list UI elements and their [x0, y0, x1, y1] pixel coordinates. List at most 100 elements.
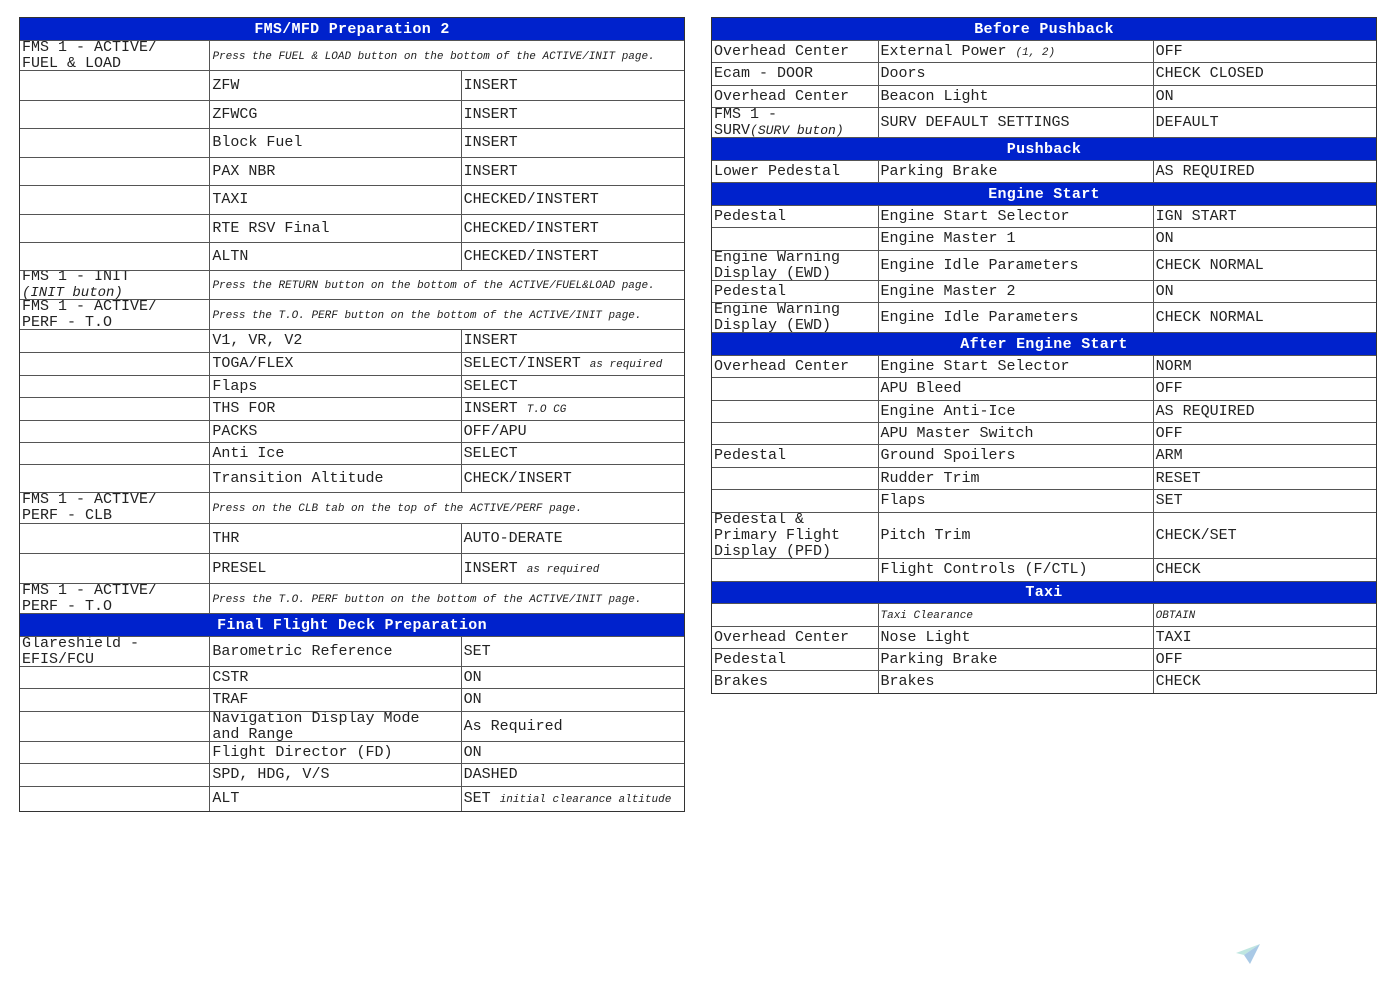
cell-label: CHECK/INSERT	[463, 469, 572, 487]
cell-text: Brakes	[714, 674, 768, 690]
cell-text: Overhead Center	[714, 87, 850, 105]
checklist-row: THR AUTO-DERATE	[20, 524, 684, 554]
action-cell: CHECK/SET	[1154, 513, 1376, 558]
cell-text: FMS 1 - ACTIVE/ PERF - T.O	[22, 584, 157, 613]
action-cell: CHECK NORMAL	[1154, 303, 1376, 332]
item-cell: Parking Brake	[879, 161, 1154, 182]
item-cell: Brakes	[879, 671, 1154, 693]
item-cell: Engine Anti-Ice	[879, 401, 1154, 422]
item-cell: Beacon Light	[879, 86, 1154, 107]
cell-label: Brakes	[880, 673, 935, 690]
cell-label: FMS 1 - INIT	[22, 271, 131, 285]
section-header: Taxi	[712, 582, 1376, 604]
action-cell: CHECK/INSERT	[462, 465, 684, 492]
item-cell: Flaps	[210, 376, 462, 397]
checklist-row: Brakes Brakes CHECK	[712, 671, 1376, 693]
action-cell: INSERT	[462, 330, 684, 352]
item-cell: Ground Spoilers	[879, 445, 1154, 467]
item-cell: Press the T.O. PERF button on the bottom…	[210, 584, 684, 613]
item-cell: Engine Start Selector	[879, 356, 1154, 377]
action-cell: INSERT	[462, 71, 684, 100]
cell-label: APU Master Switch	[880, 424, 1034, 442]
cell-text: CHECK/INSERT	[463, 469, 572, 487]
checklist-row: Overhead Center Engine Start Selector NORM	[712, 356, 1376, 378]
action-cell: INSERT	[462, 129, 684, 157]
location-cell: FMS 1 - ACTIVE/ PERF - T.O	[20, 584, 211, 613]
cell-label: INSERT	[463, 76, 518, 94]
cell-label: Overhead Center	[714, 87, 850, 105]
cell-text: Parking Brake	[880, 650, 998, 668]
fms-mfd-preparation-table: FMS/MFD Preparation 2 FMS 1 - ACTIVE/ FUE…	[19, 17, 685, 812]
checklist-row: FMS 1 - ACTIVE/ FUEL & LOAD Press the FUE…	[20, 41, 684, 71]
item-cell: APU Master Switch	[879, 423, 1154, 444]
cell-text: Pitch Trim	[881, 527, 971, 544]
cell-text: Press the T.O. PERF button on the bottom…	[212, 307, 641, 323]
cell-text: OFF	[1156, 43, 1183, 60]
cell-text: Anti Ice	[212, 445, 284, 462]
action-cell: SELECT	[462, 376, 684, 397]
action-cell: As Required	[462, 712, 684, 741]
cell-text: INSERT	[464, 163, 518, 180]
action-cell: DEFAULT	[1154, 108, 1376, 137]
item-cell: ALT	[210, 787, 462, 811]
item-cell: PRESEL	[210, 554, 462, 583]
cell-label: APU Bleed	[880, 380, 962, 397]
action-cell: NORM	[1154, 356, 1376, 377]
action-cell: CHECK	[1154, 559, 1376, 581]
action-cell: ON	[1154, 228, 1376, 250]
cell-label: AUTO-DERATE	[463, 529, 563, 547]
cell-text: Engine Start Selector	[881, 208, 1070, 225]
cell-label: INSERT	[463, 134, 518, 151]
item-cell: Press the T.O. PERF button on the bottom…	[210, 300, 684, 329]
cell-text: SURV DEFAULT SETTINGS	[881, 114, 1070, 131]
action-cell: ON	[462, 667, 684, 688]
cell-text: FMS 1 - ACTIVE/ FUEL & LOAD	[22, 41, 157, 70]
cell-text: Pedestal	[714, 208, 786, 225]
action-cell: CHECK CLOSED	[1154, 63, 1376, 85]
cell-label: IGN START	[1155, 207, 1237, 225]
item-cell: Flight Director (FD)	[210, 742, 462, 763]
cell-text: ALT	[212, 791, 239, 807]
cell-label: ARM	[1155, 447, 1183, 464]
cell-text: CHECK CLOSED	[1156, 66, 1264, 82]
section-header: FMS/MFD Preparation 2	[20, 18, 684, 41]
cell-label: Parking Brake	[880, 650, 998, 668]
location-cell: Pedestal & Primary Flight Display (PFD)	[712, 513, 879, 558]
location-cell: FMS 1 - ACTIVE/ PERF - CLB	[20, 493, 211, 523]
action-cell: ON	[1154, 86, 1376, 107]
cell-label: ON	[1155, 87, 1174, 105]
cell-text: Pedestal	[714, 448, 786, 464]
item-cell: Press on the CLB tab on the top of the A…	[210, 493, 684, 523]
cell-label: Glareshield - EFIS/FCU	[22, 637, 140, 666]
location-cell	[20, 421, 211, 442]
cell-text: RTE RSV Final	[212, 220, 329, 237]
cell-text: INSERT as required	[463, 559, 600, 577]
cell-label: AS REQUIRED	[1155, 162, 1255, 180]
cell-label: INSERT	[463, 559, 527, 577]
cell-text: Overhead Center	[714, 43, 849, 60]
cell-label: ON	[1155, 230, 1174, 247]
cell-text: TOGA/FLEX	[212, 356, 293, 372]
checklist-row: Pedestal & Primary Flight Display (PFD) P…	[712, 513, 1376, 559]
cell-label: Doors	[880, 65, 926, 82]
location-cell	[712, 401, 879, 422]
location-cell	[20, 524, 211, 553]
cell-text: Brakes	[881, 674, 935, 690]
cell-text: CHECKED/INSTERT	[464, 248, 599, 265]
cell-text: Press the T.O. PERF button on the bottom…	[212, 591, 641, 607]
cell-text: THR	[212, 530, 239, 547]
action-cell: CHECKED/INSTERT	[462, 186, 684, 214]
cell-text: TAXI	[1156, 629, 1192, 646]
cell-note: (1, 2)	[1015, 46, 1056, 59]
checklist-row: Engine Warning Display (EWD) Engine Idle …	[712, 303, 1376, 333]
cell-label: Nose Light	[880, 628, 971, 646]
cell-text: Barometric Reference	[212, 643, 392, 660]
item-cell: Transition Altitude	[210, 465, 462, 492]
cell-label: Lower Pedestal	[714, 162, 841, 180]
item-cell: Block Fuel	[210, 129, 462, 157]
cell-text: Press the RETURN button on the bottom of…	[212, 277, 654, 293]
cell-text: INSERT	[463, 76, 518, 94]
action-cell: SET initial clearance altitude	[462, 787, 684, 811]
cell-text: TRAF	[212, 692, 248, 708]
cell-label: Engine Anti-Ice	[880, 402, 1016, 420]
